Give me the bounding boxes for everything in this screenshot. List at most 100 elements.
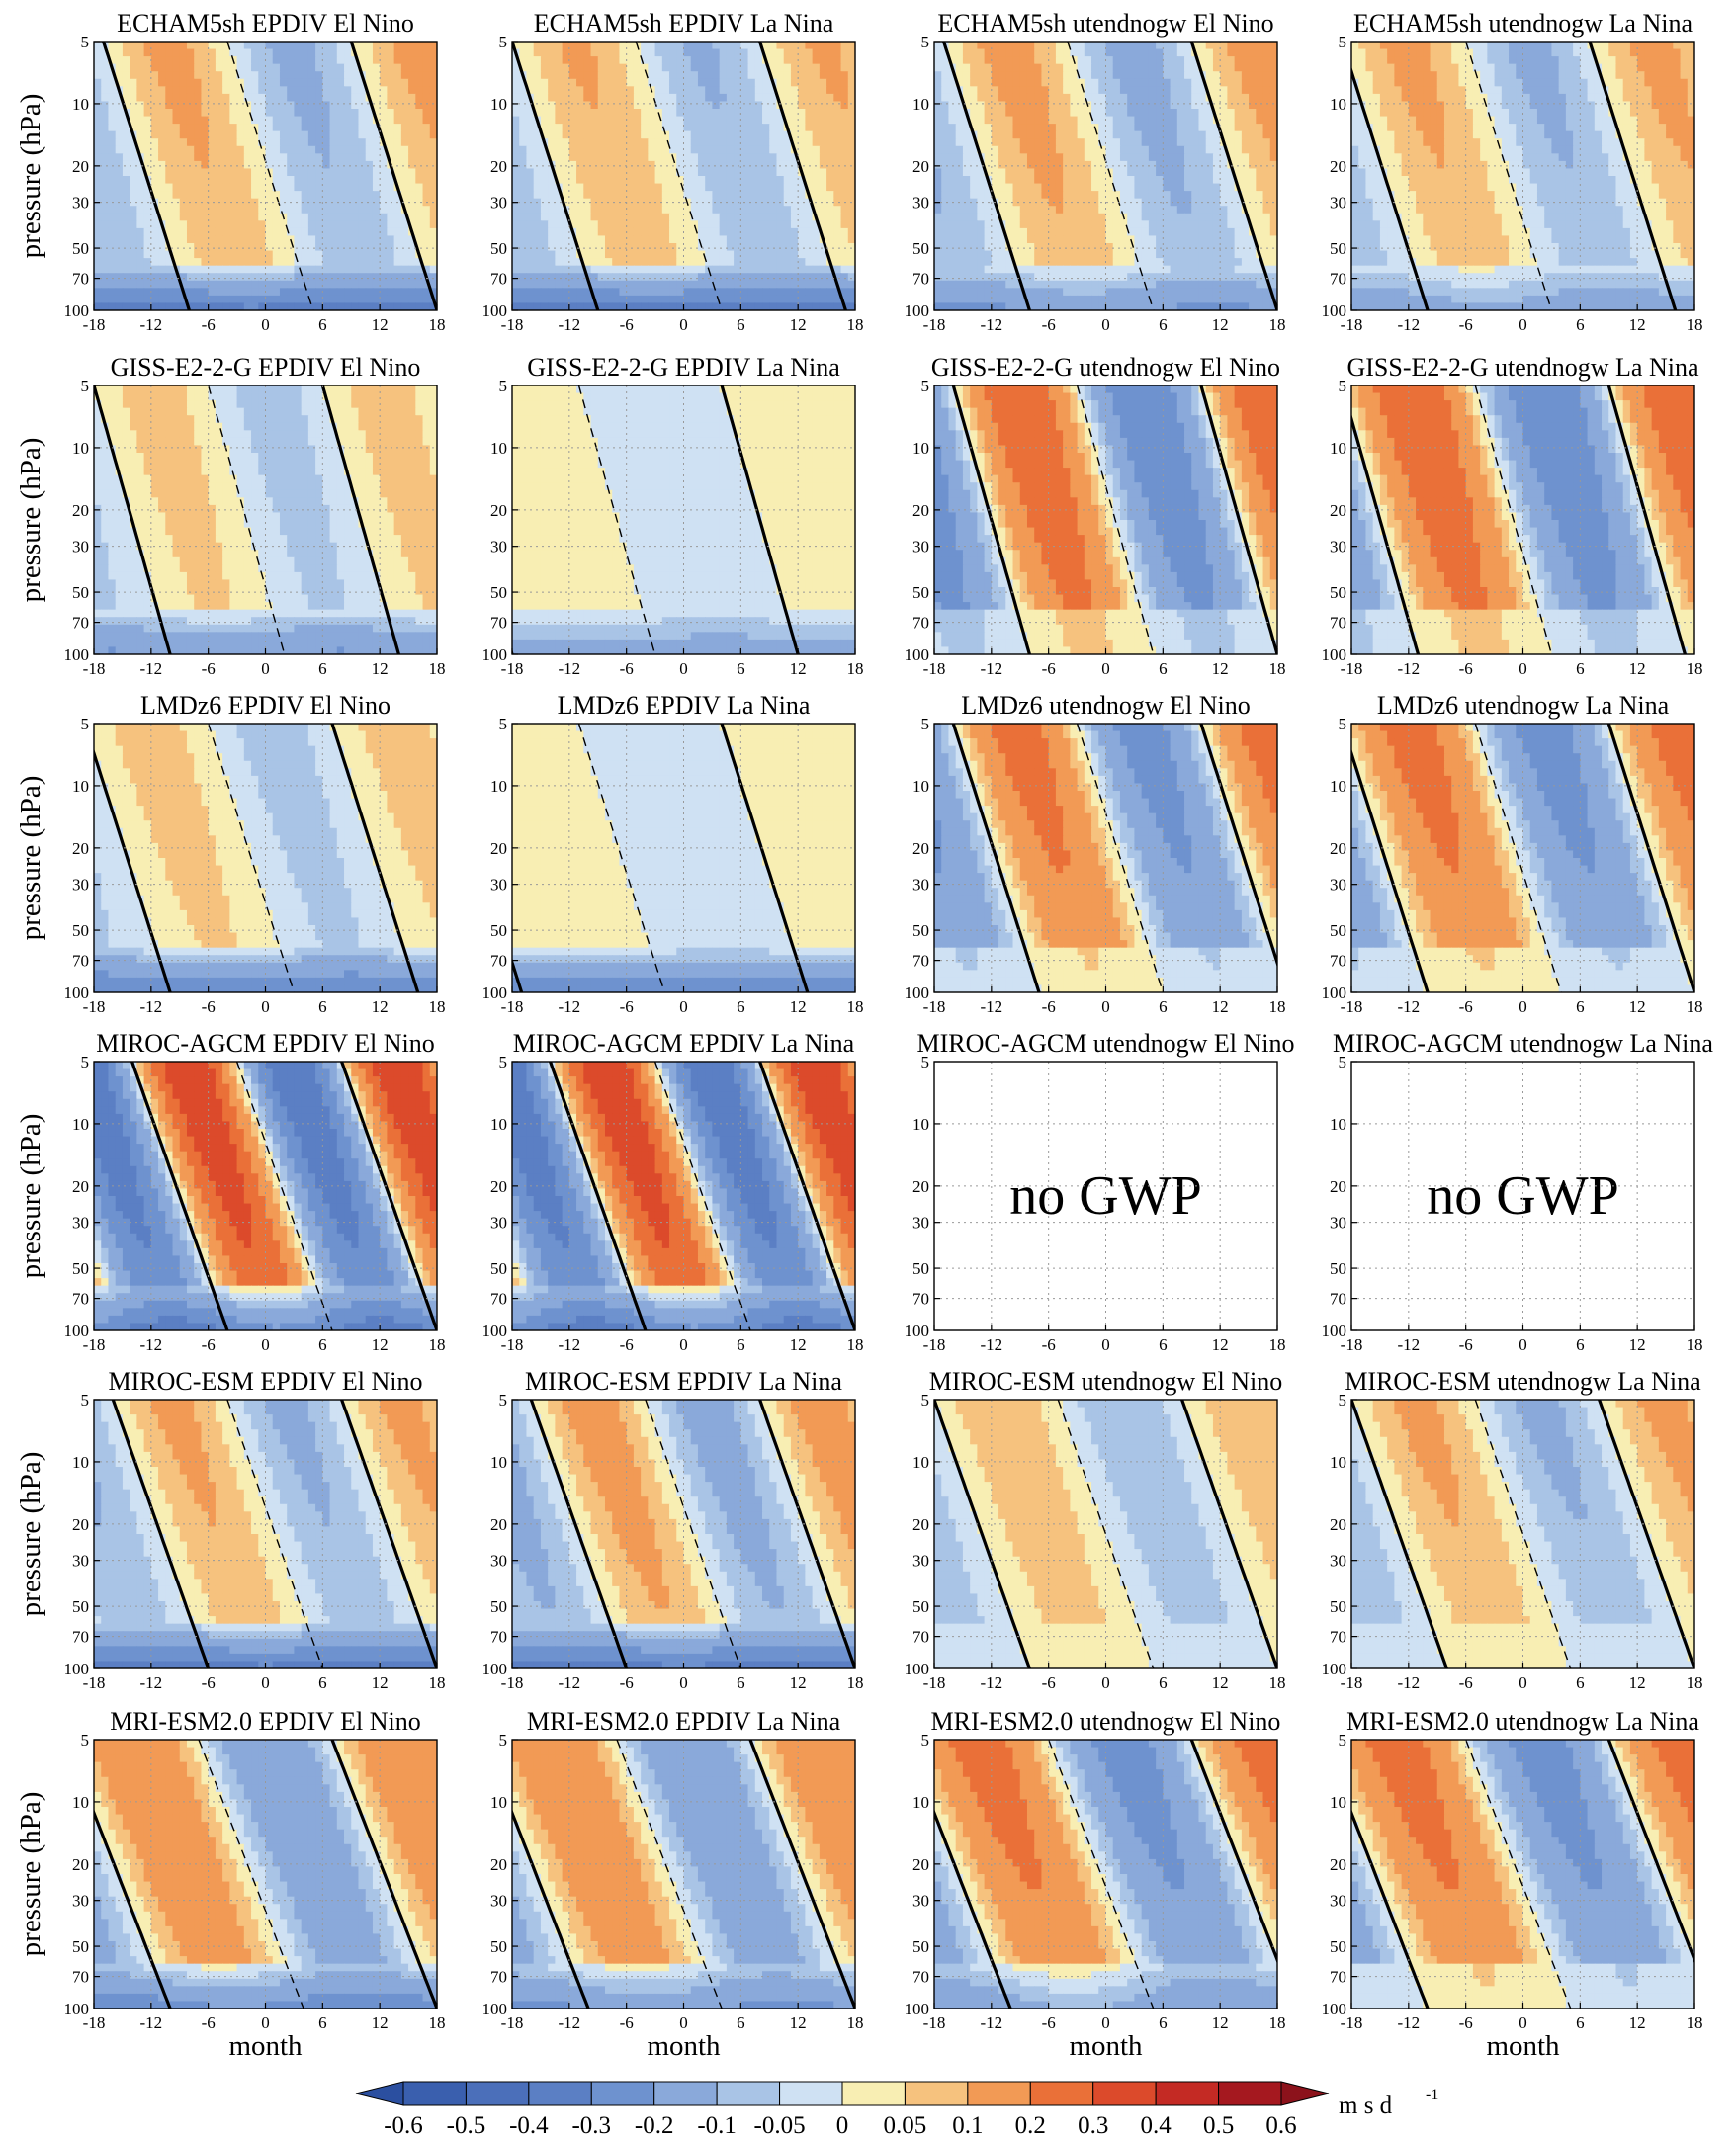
heatmap-cell	[322, 63, 331, 72]
heatmap-cell	[719, 138, 728, 147]
heatmap-cell	[590, 78, 599, 87]
heatmap-cell	[265, 302, 274, 310]
heatmap-cell	[776, 227, 785, 237]
heatmap-cell	[661, 160, 670, 170]
heatmap-cell	[648, 265, 656, 274]
heatmap-cell	[143, 183, 152, 192]
heatmap-cell	[351, 168, 360, 177]
heatmap-cell	[236, 86, 245, 95]
heatmap-cell	[734, 243, 741, 252]
heatmap-cell	[251, 176, 259, 185]
heatmap-cell	[1184, 160, 1192, 170]
heatmap-cell	[1063, 138, 1071, 147]
heatmap-cell	[351, 93, 360, 103]
heatmap-cell	[1012, 130, 1021, 139]
heatmap-cell	[812, 116, 821, 125]
heatmap-cell	[805, 227, 814, 237]
heatmap-cell	[798, 42, 806, 50]
heatmap-cell	[1105, 153, 1114, 162]
heatmap-cell	[690, 220, 699, 229]
heatmap-cell	[358, 145, 367, 154]
heatmap-cell	[1127, 42, 1136, 50]
heatmap-cell	[1105, 198, 1114, 207]
heatmap-cell	[1005, 116, 1014, 125]
heatmap-cell	[805, 42, 814, 50]
heatmap-cell	[712, 109, 721, 118]
heatmap-cell	[422, 183, 431, 192]
heatmap-cell	[669, 101, 677, 110]
heatmap-cell	[683, 191, 692, 200]
heatmap-cell	[179, 160, 188, 170]
heatmap-cell	[1127, 109, 1136, 118]
heatmap-cell	[380, 101, 388, 110]
heatmap-cell	[648, 191, 656, 200]
heatmap-cell	[840, 176, 849, 185]
heatmap-cell	[1220, 101, 1228, 110]
heatmap-cell	[108, 273, 117, 282]
heatmap-cell	[962, 153, 971, 162]
heatmap-cell	[626, 206, 635, 214]
heatmap-cell	[372, 265, 381, 274]
heatmap-cell	[576, 227, 584, 237]
heatmap-cell	[991, 145, 999, 154]
heatmap-cell	[776, 138, 785, 147]
heatmap-cell	[336, 101, 345, 110]
heatmap-cell	[258, 243, 267, 252]
heatmap-cell	[562, 124, 570, 132]
heatmap-cell	[1134, 176, 1143, 185]
heatmap-cell	[583, 295, 592, 304]
heatmap-cell	[840, 280, 849, 289]
heatmap-cell	[408, 220, 416, 229]
heatmap-cell	[840, 109, 849, 118]
heatmap-cell	[805, 160, 814, 170]
heatmap-cell	[612, 56, 621, 65]
heatmap-cell	[143, 101, 152, 110]
heatmap-cell	[179, 109, 188, 118]
heatmap-cell	[1084, 109, 1092, 118]
heatmap-cell	[236, 280, 245, 289]
heatmap-cell	[812, 176, 821, 185]
heatmap-cell	[970, 235, 978, 244]
heatmap-cell	[833, 153, 842, 162]
heatmap-cell	[562, 273, 570, 282]
heatmap-cell	[548, 56, 556, 65]
heatmap-cell	[805, 78, 814, 87]
heatmap-cell	[1269, 176, 1277, 185]
heatmap-cell	[833, 265, 842, 274]
heatmap-cell	[819, 176, 827, 185]
heatmap-cell	[229, 258, 238, 267]
heatmap-cell	[998, 183, 1006, 192]
heatmap-cell	[955, 191, 964, 200]
heatmap-cell	[526, 288, 535, 297]
heatmap-cell	[1019, 176, 1028, 185]
heatmap-cell	[136, 101, 145, 110]
heatmap-cell	[301, 302, 309, 310]
heatmap-cell	[307, 153, 316, 162]
heatmap-cell	[358, 48, 367, 57]
heatmap-cell	[329, 265, 338, 274]
heatmap-cell	[1269, 183, 1277, 192]
heatmap-cell	[754, 56, 763, 65]
heatmap-cell	[1198, 227, 1207, 237]
heatmap-cell	[294, 191, 303, 200]
heatmap-cell	[805, 153, 814, 162]
heatmap-cell	[101, 48, 110, 57]
heatmap-cell	[165, 130, 174, 139]
heatmap-cell	[762, 160, 770, 170]
heatmap-cell	[1119, 130, 1128, 139]
heatmap-cell	[1005, 71, 1014, 80]
heatmap-cell	[562, 145, 570, 154]
heatmap-cell	[1127, 183, 1136, 192]
heatmap-cell	[941, 243, 950, 252]
heatmap-cell	[393, 130, 402, 139]
heatmap-cell	[740, 288, 749, 297]
heatmap-cell	[597, 153, 606, 162]
heatmap-cell	[654, 42, 663, 50]
heatmap-cell	[726, 265, 735, 274]
heatmap-cell	[769, 63, 778, 72]
heatmap-cell	[1234, 213, 1243, 221]
heatmap-cell	[1220, 116, 1228, 125]
heatmap-cell	[307, 176, 316, 185]
heatmap-cell	[408, 183, 416, 192]
heatmap-cell	[136, 48, 145, 57]
